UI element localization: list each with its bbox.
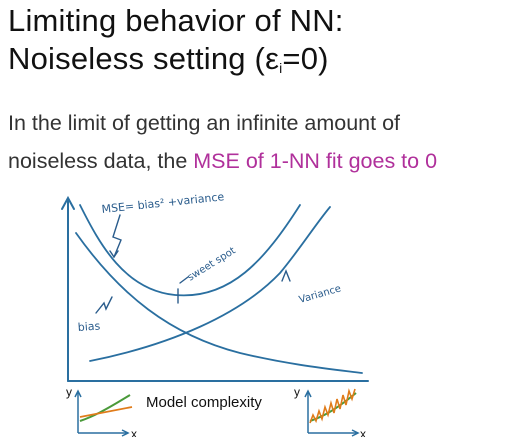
title-line-1: Limiting behavior of NN:: [8, 2, 513, 40]
bias-label: bias: [77, 319, 101, 334]
thumb-right-fit: [310, 389, 355, 423]
annotations: [96, 215, 290, 313]
variance-curve: [90, 207, 330, 361]
bias-pointer-arrow: [96, 297, 112, 313]
mse-label: MSE= bias² +variance: [101, 190, 225, 216]
sweet-spot-label: sweet spot: [186, 245, 238, 283]
bias-variance-figure: MSE= bias² +variance sweet spot Variance…: [0, 185, 517, 437]
title-line-2-suffix: =0): [282, 41, 328, 76]
mse-pointer-arrow: [113, 215, 121, 257]
x-axis-label: Model complexity: [146, 394, 262, 411]
high-complexity-thumbnail: y x: [294, 385, 366, 437]
thumb-left-x-letter: x: [131, 427, 137, 437]
body-line-2: noiseless data, the MSE of 1-NN fit goes…: [8, 142, 513, 180]
title-line-2: Noiseless setting (εi=0): [8, 40, 513, 87]
slide-body: In the limit of getting an infinite amou…: [8, 104, 513, 180]
body-line-1: In the limit of getting an infinite amou…: [8, 104, 513, 142]
thumb-right-y-letter: y: [294, 385, 300, 399]
low-complexity-thumbnail: y x: [66, 385, 137, 437]
variance-label: Variance: [298, 283, 343, 305]
sweet-spot-arrow: [180, 277, 188, 283]
title-line-2-prefix: Noiseless setting (ε: [8, 41, 279, 76]
body-highlight: MSE of 1-NN fit goes to 0: [193, 149, 437, 173]
variance-pointer-arrow: [282, 271, 290, 281]
thumb-left-y-letter: y: [66, 385, 72, 399]
body-line-2-prefix: noiseless data, the: [8, 149, 193, 173]
thumb-right-x-letter: x: [360, 427, 366, 437]
slide-title: Limiting behavior of NN: Noiseless setti…: [8, 2, 513, 87]
